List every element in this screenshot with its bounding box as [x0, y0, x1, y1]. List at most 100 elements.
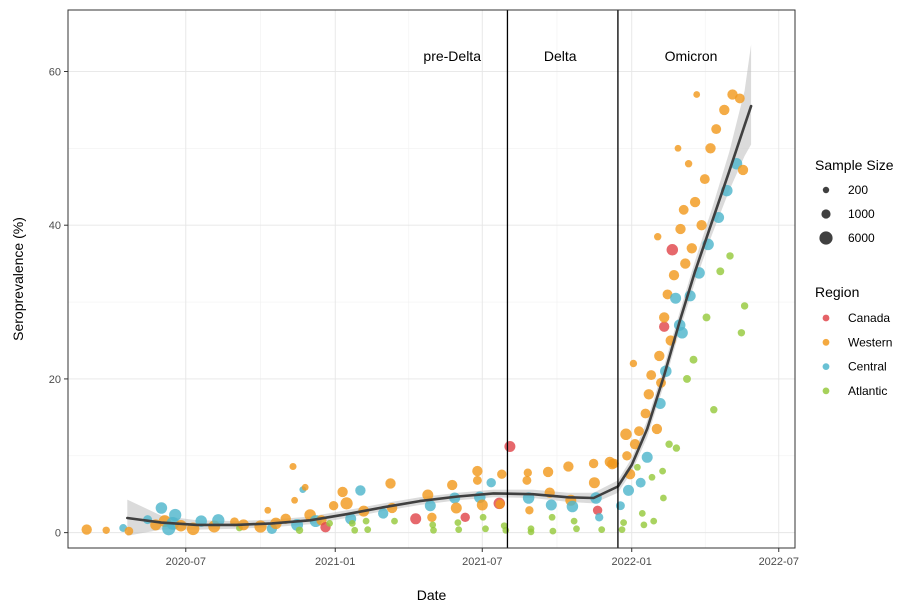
data-point-central	[566, 500, 579, 513]
data-point-western	[450, 502, 462, 514]
data-point-western	[737, 164, 749, 176]
data-point-western	[662, 289, 673, 300]
legend-region-key	[822, 338, 830, 346]
data-point-atlantic	[702, 313, 711, 322]
data-point-atlantic	[689, 355, 698, 364]
data-point-canada	[592, 505, 603, 516]
data-point-atlantic	[527, 528, 535, 536]
legend-region-label: Atlantic	[848, 384, 887, 398]
data-point-western	[340, 497, 353, 510]
legend-size-key	[822, 186, 830, 194]
data-point-western	[427, 512, 437, 523]
legend-size-label: 6000	[848, 231, 875, 245]
legend: Sample Size 200 1000 6000 Region Canada Wester…	[815, 157, 894, 398]
data-point-western	[678, 204, 689, 215]
x-tick-label: 2022-07	[759, 556, 799, 568]
data-point-western	[563, 461, 574, 472]
data-point-western	[447, 479, 458, 491]
data-point-western	[659, 312, 670, 323]
data-point-western	[668, 270, 680, 281]
data-point-atlantic	[573, 525, 580, 533]
y-axis-title: Seroprevalence (%)	[10, 217, 26, 341]
data-point-western	[264, 506, 272, 514]
data-point-atlantic	[683, 374, 691, 383]
data-point-western	[254, 520, 267, 533]
data-point-western	[422, 489, 434, 501]
data-point-western	[629, 439, 641, 450]
data-point-atlantic	[620, 519, 627, 526]
data-point-western	[588, 458, 599, 469]
period-label: Omicron	[665, 48, 718, 64]
data-point-canada	[460, 512, 470, 523]
data-point-central	[355, 485, 366, 496]
data-point-atlantic	[650, 517, 658, 525]
data-point-western	[643, 389, 654, 400]
data-point-atlantic	[430, 526, 437, 534]
data-point-central	[169, 508, 182, 522]
data-point-western	[291, 496, 298, 504]
data-point-western	[654, 233, 662, 241]
period-label: Delta	[544, 48, 577, 64]
data-point-central	[641, 451, 653, 463]
data-point-western	[102, 526, 110, 534]
x-tick-label: 2021-01	[315, 556, 355, 568]
data-point-canada	[504, 441, 516, 452]
data-point-atlantic	[549, 527, 557, 535]
data-point-atlantic	[548, 513, 556, 521]
data-point-western	[705, 143, 716, 154]
data-point-western	[81, 524, 92, 535]
data-point-western	[495, 499, 505, 509]
data-point-atlantic	[351, 526, 359, 534]
data-point-western	[693, 91, 701, 98]
legend-region-label: Western	[848, 335, 892, 349]
data-point-central	[378, 508, 389, 519]
data-point-western	[629, 359, 638, 368]
data-point-western	[522, 475, 532, 485]
data-point-western	[497, 469, 507, 479]
data-point-western	[634, 426, 644, 437]
data-point-central	[595, 513, 604, 522]
period-label: pre-Delta	[423, 48, 481, 64]
y-tick-label: 40	[49, 220, 61, 232]
legend-size-title: Sample Size	[815, 157, 894, 173]
data-point-western	[525, 506, 534, 515]
data-point-western	[622, 451, 632, 461]
data-point-atlantic	[634, 463, 641, 471]
data-point-atlantic	[364, 526, 372, 533]
data-point-western	[385, 478, 396, 489]
data-point-western	[523, 468, 532, 477]
data-point-atlantic	[391, 517, 398, 525]
data-point-atlantic	[362, 517, 370, 525]
data-point-atlantic	[660, 494, 667, 502]
data-point-atlantic	[618, 526, 626, 533]
legend-size-label: 1000	[848, 207, 875, 221]
data-point-central	[623, 484, 634, 496]
data-point-atlantic	[570, 517, 578, 525]
data-point-atlantic	[659, 467, 666, 475]
legend-region-key	[822, 387, 830, 395]
data-point-central	[486, 477, 496, 488]
legend-region-key	[822, 363, 830, 370]
data-point-atlantic	[295, 526, 304, 534]
data-point-western	[175, 519, 187, 532]
data-point-western	[608, 458, 619, 469]
data-point-western	[686, 243, 697, 254]
x-tick-label: 2022-01	[612, 556, 652, 568]
data-point-western	[711, 124, 722, 135]
data-point-western	[684, 160, 693, 168]
data-point-western	[328, 500, 339, 511]
data-point-western	[301, 483, 309, 491]
data-point-western	[640, 408, 651, 419]
data-point-atlantic	[710, 406, 718, 414]
data-point-western	[124, 526, 134, 536]
data-point-western	[699, 174, 710, 185]
legend-region-key	[822, 314, 830, 322]
data-point-central	[212, 514, 225, 527]
y-tick-label: 60	[49, 66, 61, 78]
data-point-atlantic	[648, 473, 656, 481]
smooth-trend-line	[126, 104, 753, 527]
data-point-atlantic	[454, 519, 462, 526]
data-point-central	[424, 500, 436, 512]
data-point-western	[674, 144, 682, 152]
data-point-western	[696, 220, 707, 231]
